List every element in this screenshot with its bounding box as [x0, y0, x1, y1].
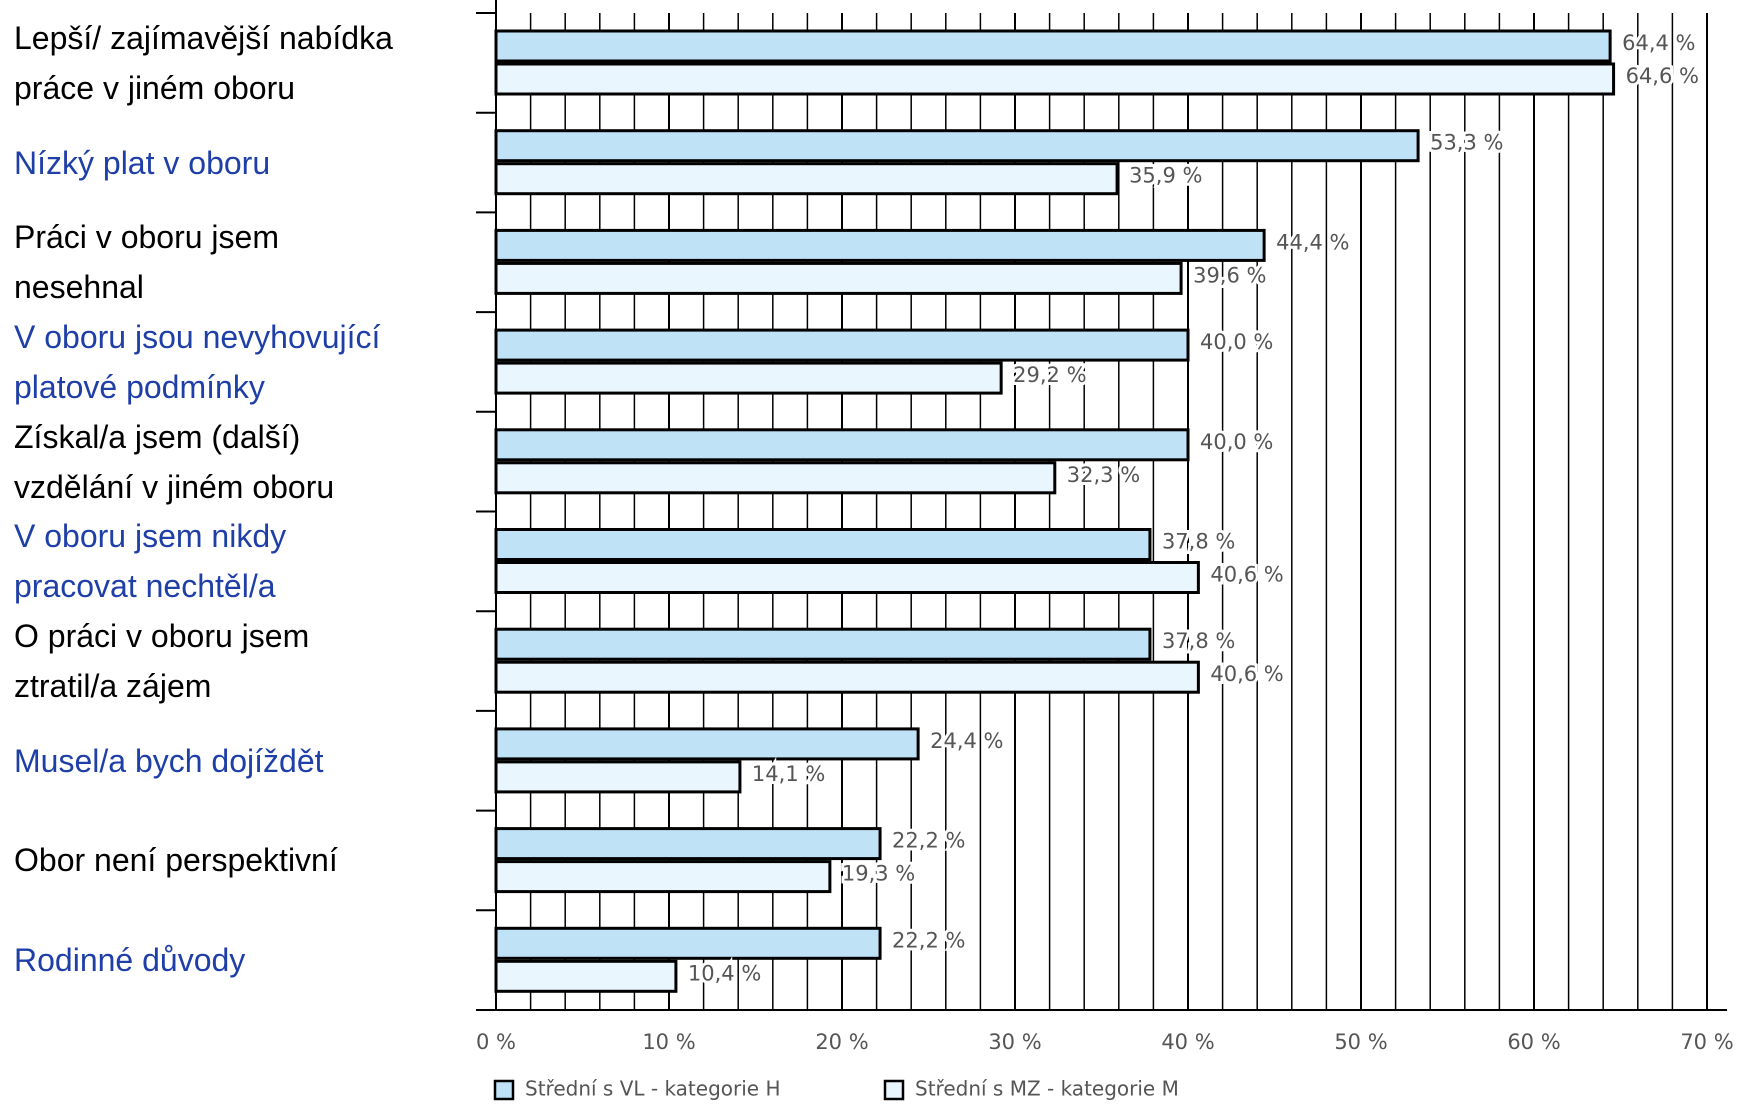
bar: [494, 461, 1057, 495]
x-tick-label: 10 %: [642, 1030, 695, 1054]
value-label: 37,8 %: [1162, 530, 1235, 554]
bar: [494, 860, 832, 894]
category-label: V oboru jsou nevyhovující platové podmín…: [14, 318, 381, 405]
bar: [494, 561, 1200, 594]
bar: [494, 428, 1190, 462]
category-label: Musel/a bych dojíždět: [14, 742, 324, 779]
value-label: 29,2 %: [1013, 363, 1086, 387]
category-label: O práci v oboru jsem ztratil/a zájem: [14, 618, 310, 705]
legend-label: Střední s MZ - kategorie M: [915, 1077, 1179, 1101]
category-label: Obor není perspektivní: [14, 842, 338, 879]
bar: [494, 959, 678, 993]
value-label: 40,0 %: [1200, 430, 1273, 454]
category-label: Rodinné důvody: [14, 942, 246, 979]
category-label: Nízký plat v oboru: [14, 144, 271, 181]
value-label: 64,6 %: [1626, 64, 1699, 88]
value-label: 32,3 %: [1067, 463, 1140, 487]
bar: [494, 926, 882, 960]
legend-label: Střední s VL - kategorie H: [525, 1077, 781, 1101]
value-label: 14,1 %: [752, 762, 825, 786]
value-label: 44,4 %: [1276, 230, 1349, 254]
category-label: V oboru jsem nikdy pracovat nechtěl/a: [14, 518, 287, 605]
value-label: 35,9 %: [1129, 164, 1202, 188]
legend-swatch: [883, 1079, 905, 1101]
value-label: 22,2 %: [892, 928, 965, 952]
x-tick-label: 30 %: [988, 1030, 1041, 1054]
bar: [494, 162, 1119, 196]
bar: [494, 361, 1003, 395]
category-label: Práci v oboru jsem nesehnal: [14, 219, 279, 306]
bar: [494, 29, 1612, 63]
x-tick-label: 40 %: [1161, 1030, 1214, 1054]
value-label: 40,6 %: [1210, 563, 1283, 587]
x-tick-label: 60 %: [1507, 1030, 1560, 1054]
x-tick-label: 50 %: [1334, 1030, 1387, 1054]
category-label: Získal/a jsem (další) vzdělání v jiném o…: [14, 418, 335, 505]
bar: [494, 228, 1266, 262]
value-label: 64,4 %: [1622, 31, 1695, 55]
legend-swatch: [493, 1079, 515, 1101]
bar: [494, 827, 882, 861]
x-tick-label: 70 %: [1680, 1030, 1733, 1054]
category-label: Lepší/ zajímavější nabídka práce v jiném…: [14, 19, 393, 106]
value-label: 39,6 %: [1193, 263, 1266, 287]
bar: [494, 660, 1200, 694]
value-label: 40,6 %: [1210, 662, 1283, 686]
value-label: 37,8 %: [1162, 629, 1235, 653]
bar: [494, 261, 1183, 295]
x-tick-label: 0 %: [476, 1030, 516, 1054]
bar: [494, 528, 1152, 561]
value-label: 10,4 %: [688, 961, 761, 985]
value-label: 19,3 %: [842, 862, 915, 886]
bar: [494, 62, 1616, 96]
value-label: 22,2 %: [892, 829, 965, 853]
bar: [494, 328, 1190, 362]
bar: [494, 129, 1420, 163]
bar: [494, 760, 742, 794]
bar: [494, 727, 920, 761]
bar: [494, 627, 1152, 661]
bars: [494, 29, 1616, 993]
value-label: 24,4 %: [930, 729, 1003, 753]
x-tick-label: 20 %: [815, 1030, 868, 1054]
value-label: 40,0 %: [1200, 330, 1273, 354]
value-label: 53,3 %: [1430, 131, 1503, 155]
